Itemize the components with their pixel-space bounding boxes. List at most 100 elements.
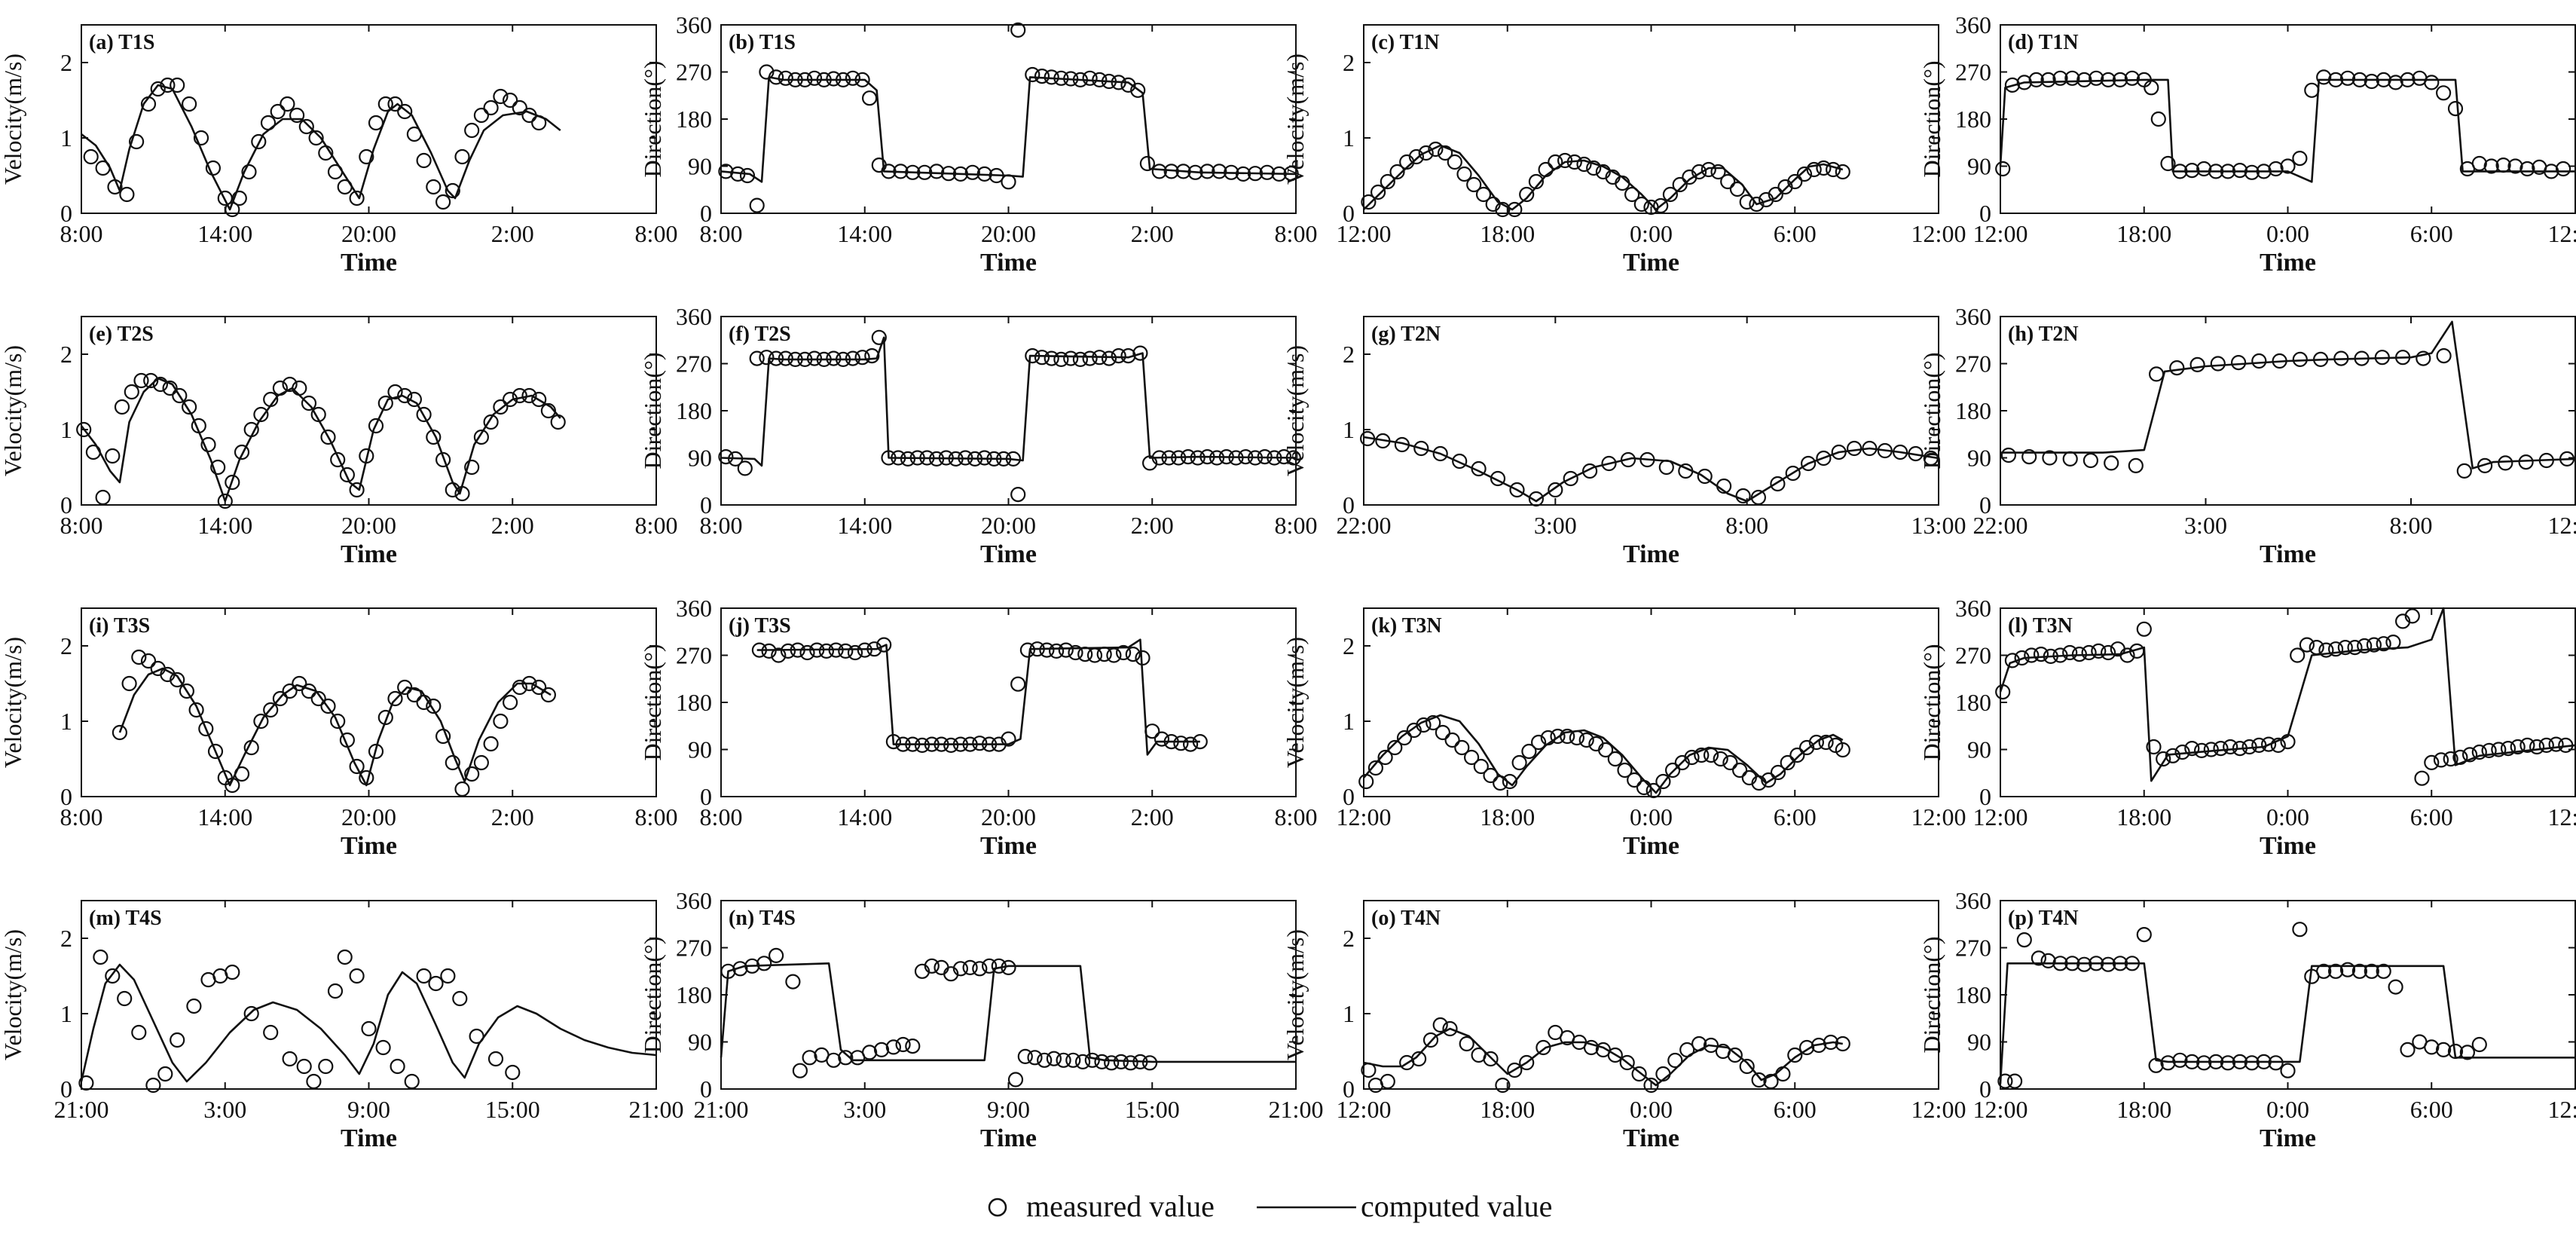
measured-point (1495, 201, 1511, 218)
measured-point (1175, 164, 1191, 179)
x-tick-label: 8:00 (2390, 512, 2433, 539)
measured-point (390, 1058, 405, 1075)
measured-point (320, 429, 336, 445)
measured-point (2495, 158, 2511, 173)
measured-point (1563, 470, 1578, 487)
measured-point (1627, 772, 1642, 788)
measured-point (1426, 714, 1441, 731)
measured-point (445, 182, 460, 199)
measured-point (1380, 1073, 1395, 1090)
measured-point (550, 414, 566, 430)
measured-point (914, 737, 930, 754)
measured-point (406, 126, 423, 142)
measured-point (909, 450, 925, 466)
measured-point (2366, 637, 2382, 653)
x-axis-label: Time (1623, 249, 1679, 277)
measured-point (330, 451, 346, 468)
measured-point (1770, 764, 1786, 781)
measured-point (1141, 455, 1158, 471)
measured-point (377, 395, 393, 411)
measured-point (730, 166, 746, 182)
y-axis-label: Velocity(m/s) (1282, 637, 1309, 768)
measured-point (251, 133, 267, 150)
computed-line (1999, 607, 2576, 782)
x-tick-label: 21:00 (54, 1096, 109, 1123)
x-tick-label: 14:00 (197, 512, 252, 539)
measured-series (718, 22, 1299, 213)
x-axis-label: Time (341, 540, 397, 568)
y-tick-label: 90 (1967, 153, 1991, 180)
measured-point (1735, 488, 1751, 504)
y-tick-label: 90 (688, 153, 712, 180)
measured-point (2016, 75, 2032, 90)
plot-frame (81, 900, 657, 1090)
measured-point (1459, 1036, 1474, 1052)
measured-point (210, 459, 226, 476)
measured-point (263, 1024, 279, 1041)
x-tick-label: 0:00 (2266, 220, 2309, 247)
computed-line (756, 638, 1200, 756)
measured-point (1631, 1066, 1647, 1082)
measured-point (1267, 450, 1282, 466)
measured-point (2042, 450, 2058, 466)
measured-point (967, 451, 983, 467)
measured-point (327, 983, 344, 999)
x-tick-label: 12:00 (1911, 220, 1966, 247)
measured-point (85, 444, 102, 460)
x-tick-label: 12:00 (2548, 803, 2576, 831)
measured-point (792, 1063, 808, 1078)
measured-point (1483, 1051, 1499, 1067)
y-tick-label: 2 (1343, 49, 1355, 76)
measured-point (976, 450, 992, 466)
measured-point (1727, 1047, 1743, 1063)
y-tick-label: 180 (676, 397, 712, 424)
x-tick-label: 15:00 (485, 1096, 540, 1123)
measured-point (2231, 355, 2247, 371)
panel-c: 0 1 2 12:00 18:00 0:00 6:00 12:00 Time Velocity(m… (1282, 24, 1966, 277)
x-tick-label: 3:00 (203, 1096, 246, 1123)
measured-point (2232, 740, 2248, 757)
measured-point (469, 1028, 484, 1045)
measured-point (787, 72, 803, 88)
x-tick-label: 8:00 (700, 220, 743, 247)
measured-point (816, 351, 832, 367)
measured-series (1359, 430, 1939, 507)
measured-point (1435, 724, 1451, 741)
measured-point (2290, 647, 2306, 663)
measured-point (1123, 1055, 1138, 1071)
measured-point (225, 777, 240, 794)
measured-point (1447, 154, 1462, 170)
measured-series (720, 947, 1158, 1088)
y-tick-label: 180 (1955, 689, 1991, 716)
measured-point (1019, 642, 1036, 658)
measured-point (1720, 173, 1736, 190)
measured-point (2354, 350, 2370, 366)
measured-point (1507, 201, 1523, 218)
measured-point (2112, 956, 2128, 971)
x-tick-label: 0:00 (1630, 803, 1673, 831)
measured-point (182, 399, 197, 415)
measured-point (349, 482, 365, 498)
measured-point (1862, 440, 1878, 457)
x-tick-label: 20:00 (981, 220, 1036, 247)
measured-point (2169, 360, 2185, 376)
measured-point (1923, 450, 1939, 467)
measured-point (1586, 160, 1602, 176)
measured-point (406, 391, 423, 408)
measured-point (1528, 491, 1545, 507)
measured-point (1749, 196, 1765, 213)
panel-title: (m) T4S (89, 907, 162, 930)
measured-point (454, 485, 470, 502)
measured-point (2347, 639, 2363, 656)
measured-point (76, 421, 92, 438)
measured-point (2556, 161, 2571, 177)
measured-point (797, 72, 813, 88)
x-tick-label: 20:00 (981, 512, 1036, 539)
measured-point (768, 69, 784, 85)
measured-point (2196, 161, 2212, 177)
measured-point (1101, 73, 1117, 90)
x-axis-label: Time (1623, 832, 1679, 860)
measured-point (1761, 772, 1777, 788)
y-axis-label: Velocity(m/s) (1282, 345, 1309, 476)
y-tick-label: 1 (60, 708, 72, 735)
